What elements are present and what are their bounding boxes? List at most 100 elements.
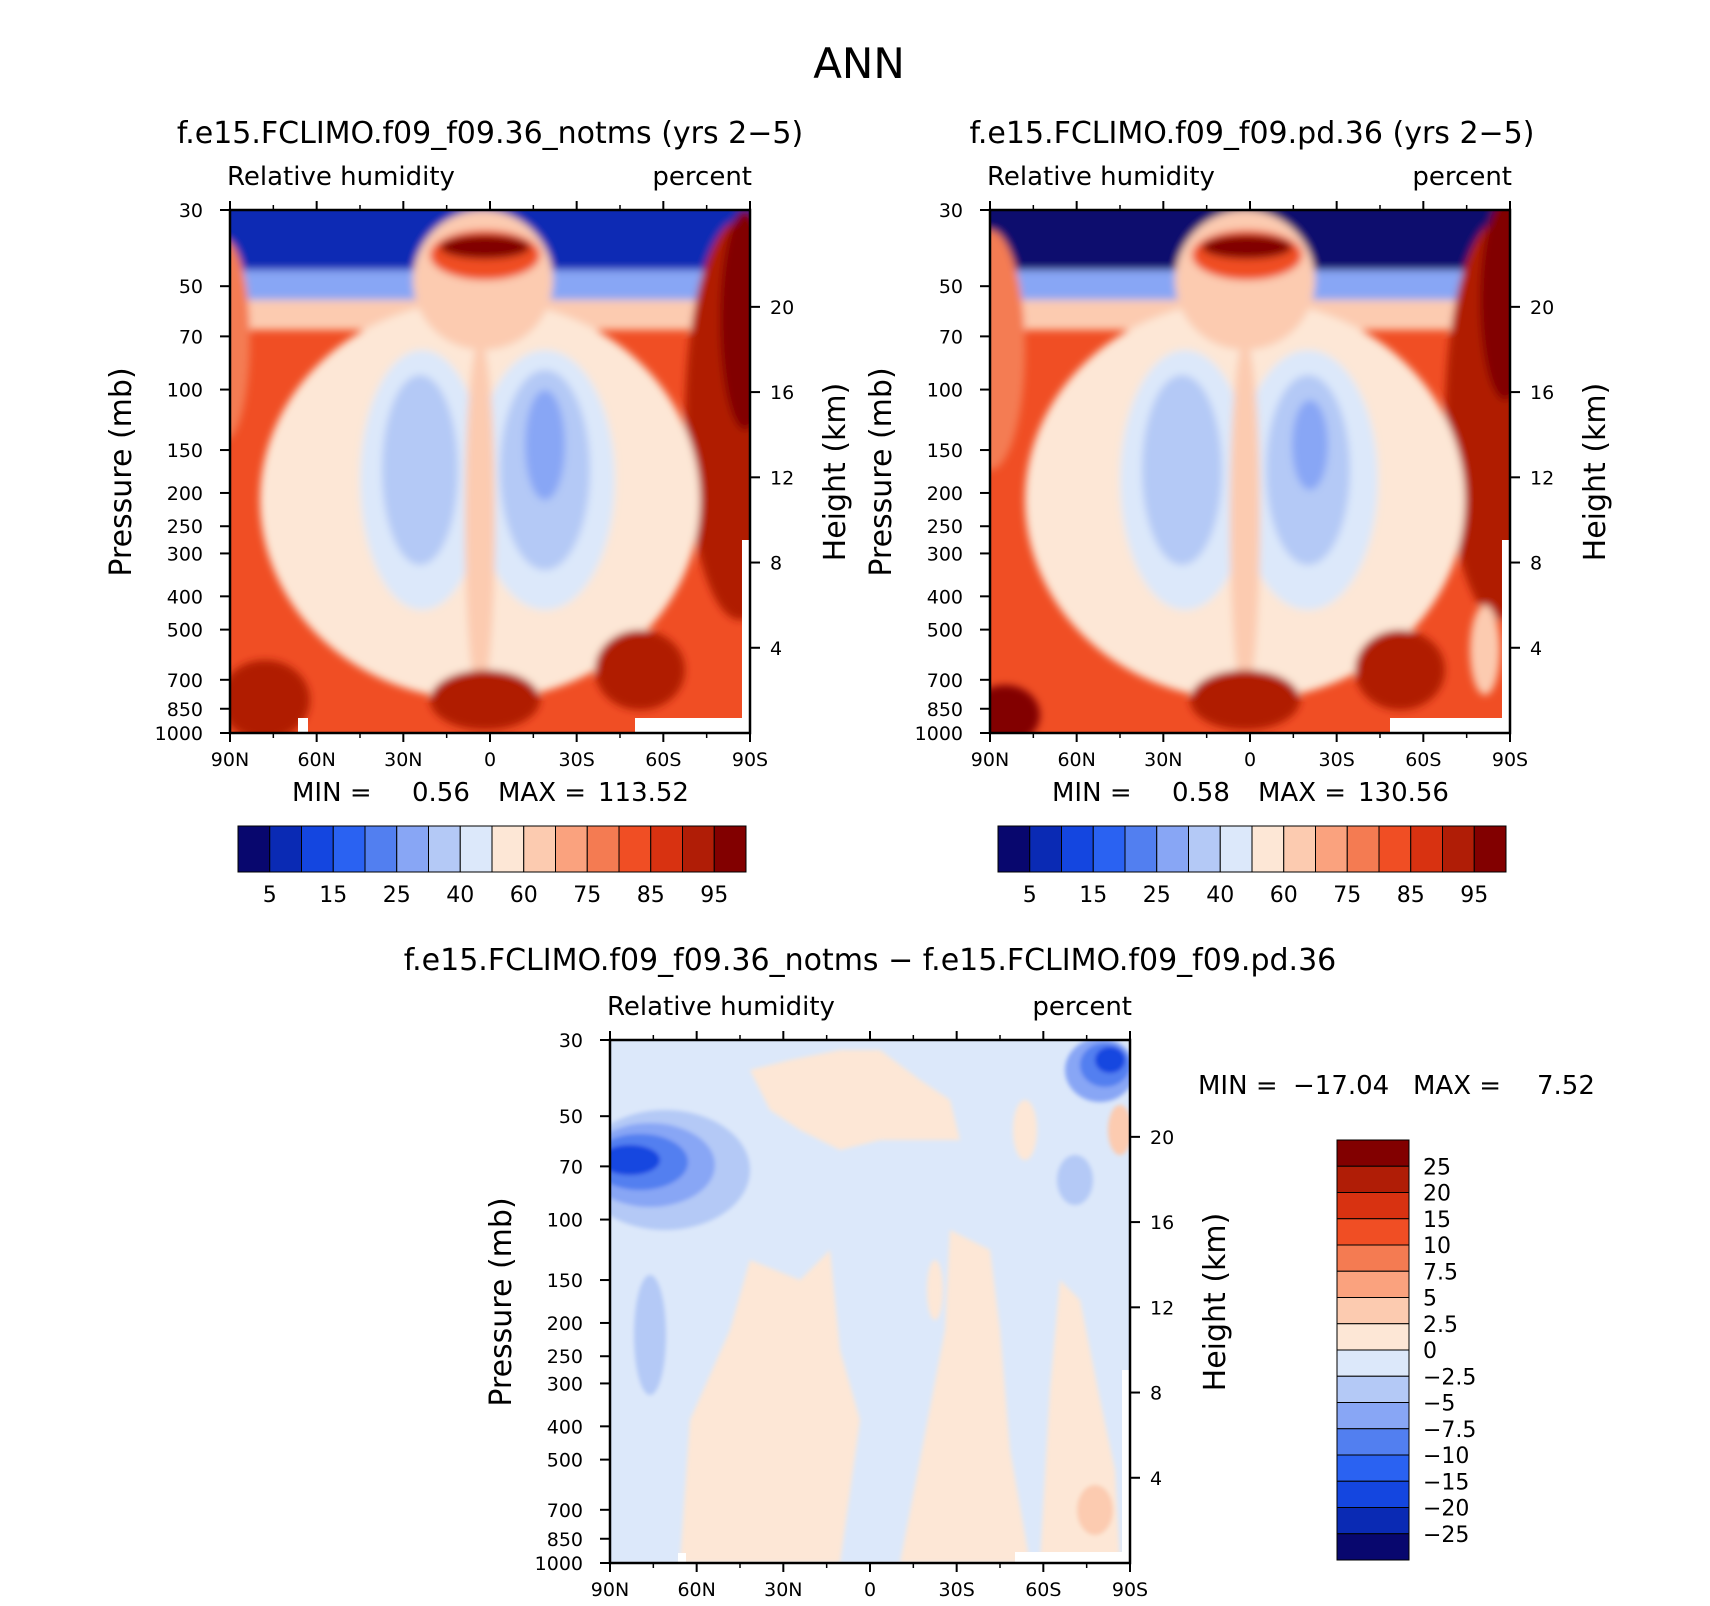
height-tick-label: 8 [1530,553,1542,575]
y-tick-label: 30 [939,200,963,222]
colorbar-swatch [269,825,302,873]
colorbar-swatch [1336,1507,1410,1535]
colorbar-swatch [1336,1428,1410,1456]
colorbar-swatch [1336,1218,1410,1246]
x-tick-label: 60S [1025,1579,1061,1601]
y-tick-label: 700 [547,1500,583,1522]
tropopause-moist-core [1202,235,1292,259]
missing-data [1122,1370,1130,1563]
colorbar-label: 5 [1423,1287,1437,1312]
colorbar-swatch [1336,1244,1410,1272]
colorbar-swatch [237,825,271,873]
height-tick-label: 20 [770,297,794,319]
panel-top-left: f.e15.FCLIMO.f09_f09.36_notms (yrs 2−5) … [104,116,853,908]
y-axis-title: Pressure (mb) [864,367,899,576]
colorbar-swatch [586,825,620,873]
min-label: MIN = [1052,778,1132,808]
panel-title: f.e15.FCLIMO.f09_f09.36_notms − f.e15.FC… [404,943,1337,978]
positive-region [900,1230,1030,1563]
missing-data [1390,718,1510,733]
x-tick-label: 30N [764,1579,802,1601]
missing-data [635,718,750,733]
y-tick-label: 300 [927,543,963,565]
y-tick-label: 250 [167,516,203,538]
colorbar-swatch [1156,825,1189,873]
colorbar-label: 25 [383,883,411,908]
colorbar-label: 5 [1023,883,1037,908]
x-tick-label: 30N [384,749,422,771]
negative-region [610,1145,660,1175]
height-tick-label: 20 [1150,1127,1174,1149]
y-axis-title: Pressure (mb) [484,1197,519,1406]
colorbar: 5 15 25 40 60 75 85 95 [997,825,1507,908]
y-axis-title: Pressure (mb) [104,367,139,576]
colorbar-label: 85 [637,883,665,908]
variable-label: Relative humidity [987,162,1215,192]
x-tick-label: 90S [1492,749,1528,771]
colorbar-label: 95 [1460,883,1488,908]
boundary-layer-eq [430,670,540,730]
colorbar-label: 7.5 [1423,1260,1458,1285]
colorbar-label: −20 [1423,1497,1469,1522]
figure-title: ANN [813,39,905,88]
x-tick-label: 0 [484,749,496,771]
y-tick-label: 100 [547,1210,583,1232]
max-value: 7.52 [1537,1071,1595,1101]
cold-lobe-s-min [525,390,565,500]
y-tick-label: 200 [927,483,963,505]
x-tick-label: 90N [211,749,249,771]
y-tick-label: 100 [927,380,963,402]
colorbar-swatch [1124,825,1158,873]
positive-region [1013,1100,1037,1160]
colorbar-swatch [650,825,683,873]
variable-label: Relative humidity [607,992,835,1022]
north-polar-moist [990,230,1025,470]
height-tick-label: 12 [1530,467,1554,489]
colorbar-label: 15 [1423,1208,1451,1233]
positive-region [927,1260,943,1320]
colorbar-swatch [1336,1165,1410,1193]
y-tick-label: 700 [167,670,203,692]
equator-tongue [1230,340,1260,700]
x-tick-label: 90S [732,749,768,771]
contour-field [610,1040,1130,1563]
x-tick-label: 60S [645,749,681,771]
boundary-layer-eq [1190,670,1300,730]
missing-data [298,718,308,733]
missing-data [1502,540,1510,733]
height-axis: 20 16 12 8 4 [1130,1127,1174,1490]
units-label: percent [652,162,752,192]
colorbar-label: −2.5 [1423,1365,1476,1390]
x-axis: 90N 60N 30N 0 30S 60S 90S [971,201,1528,771]
colorbar-label: 25 [1423,1155,1451,1180]
min-value: −17.04 [1293,1071,1389,1101]
x-tick-label: 60N [297,749,335,771]
height-tick-label: 4 [1530,638,1542,660]
cold-lobe-n-core [382,375,458,565]
colorbar-swatch [1029,825,1062,873]
colorbar-swatch [1219,825,1253,873]
height-tick-label: 16 [1530,382,1554,404]
boundary-layer-n [990,685,1040,733]
positive-region [750,1050,960,1150]
colorbar-swatch [618,825,652,873]
y-tick-label: 500 [547,1450,583,1472]
colorbar-swatch [491,825,525,873]
negative-region [1057,1155,1093,1205]
y-tick-label: 200 [167,483,203,505]
variable-label: Relative humidity [227,162,455,192]
x-tick-label: 0 [1244,749,1256,771]
min-label: MIN = [1198,1071,1278,1101]
colorbar-swatch [1336,1375,1410,1403]
colorbar-label: 10 [1423,1234,1451,1259]
boundary-layer-n [230,660,310,733]
x-tick-label: 60N [677,1579,715,1601]
colorbar: 5 15 25 40 60 75 85 95 [237,825,747,908]
y-tick-label: 400 [927,586,963,608]
colorbar-swatch [1092,825,1126,873]
height-tick-label: 4 [770,638,782,660]
